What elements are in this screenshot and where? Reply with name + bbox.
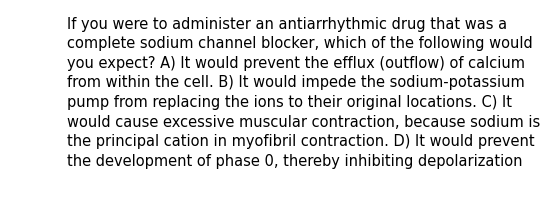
Text: If you were to administer an antiarrhythmic drug that was a
complete sodium chan: If you were to administer an antiarrhyth… — [67, 17, 540, 169]
